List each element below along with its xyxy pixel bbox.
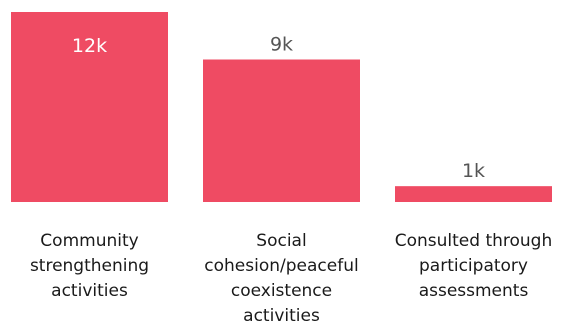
value-labels-group: 12k 9k 1k xyxy=(72,34,485,183)
category-label-line: participatory xyxy=(419,256,528,276)
value-label-0: 12k xyxy=(72,35,107,57)
category-label-line: cohesion/peaceful xyxy=(204,256,358,276)
category-label-line: Social xyxy=(256,231,306,251)
value-label-2: 1k xyxy=(462,160,485,182)
category-label-2: Consulted through participatory assessment… xyxy=(395,231,553,301)
category-label-0: Community strengthening activities xyxy=(30,231,149,301)
bar-1 xyxy=(203,59,360,202)
bar-2 xyxy=(395,186,552,202)
bars-group xyxy=(11,12,552,202)
category-label-1: Social cohesion/peaceful coexistence activi… xyxy=(204,231,358,324)
category-label-line: Consulted through xyxy=(395,231,553,251)
bar-0 xyxy=(11,12,168,202)
category-labels-group: Community strengthening activities Social co… xyxy=(30,231,552,324)
category-label-line: Community xyxy=(40,231,138,251)
category-label-line: assessments xyxy=(419,281,529,301)
category-label-line: activities xyxy=(243,306,320,324)
category-label-line: coexistence xyxy=(231,281,332,301)
category-label-line: activities xyxy=(51,281,128,301)
value-label-1: 9k xyxy=(270,34,293,56)
category-label-line: strengthening xyxy=(30,256,149,276)
